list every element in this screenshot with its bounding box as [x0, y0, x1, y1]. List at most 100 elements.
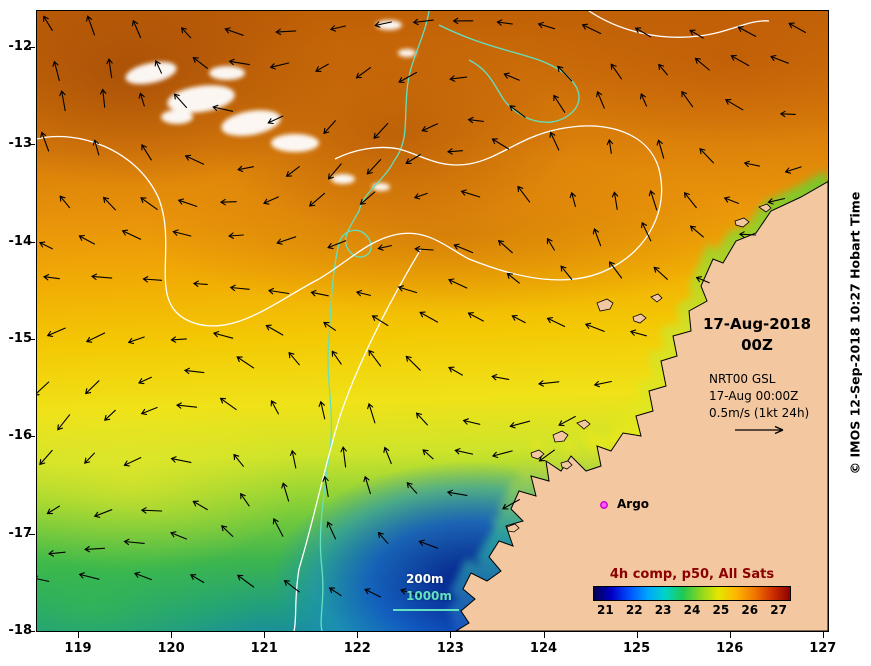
current-vector-arrow [140, 507, 163, 514]
current-vector-arrow [538, 449, 555, 462]
y-axis-tick-label: -12 [8, 39, 33, 54]
current-vector-arrow [639, 93, 648, 107]
current-vector-arrow [154, 59, 163, 74]
axis-tick-mark [543, 632, 545, 638]
axis-tick-mark [357, 632, 359, 638]
current-vector-arrow [421, 123, 439, 132]
current-vector-arrow [460, 189, 481, 198]
current-vector-arrow [236, 574, 255, 588]
axis-tick-mark [264, 632, 266, 638]
current-vector-arrow [237, 165, 255, 173]
current-vector-arrow [104, 409, 116, 421]
current-vector-arrow [78, 235, 95, 245]
current-vector-arrow [374, 21, 392, 28]
current-vector-arrow [46, 327, 66, 337]
current-vector-arrow [84, 452, 95, 464]
current-vector-arrow [228, 232, 244, 239]
current-vector-arrow [557, 65, 573, 82]
colorbar-tick: 25 [712, 603, 730, 617]
x-axis-tick-label: 123 [436, 641, 464, 656]
current-vector-arrow [233, 453, 244, 467]
current-vector-arrow [59, 195, 71, 209]
current-vector-arrow [93, 509, 113, 518]
current-vector-arrow [331, 350, 342, 365]
current-vector-arrow [511, 314, 526, 324]
current-vector-arrow [593, 380, 612, 388]
current-vector-arrow [368, 349, 382, 367]
current-vector-arrow [546, 237, 555, 251]
current-vector-arrow [39, 449, 53, 466]
current-vector-arrow [327, 240, 347, 250]
colorbar-ticks: 21 22 23 24 25 26 27 [593, 603, 791, 617]
current-vector-arrow [560, 265, 573, 280]
current-vector-arrow [658, 63, 668, 76]
current-vector-arrow [770, 54, 789, 64]
current-vector-arrow [121, 229, 142, 240]
current-vector-arrow [462, 418, 481, 425]
current-vector-arrow [212, 104, 234, 112]
current-vector-arrow [140, 197, 158, 210]
current-vector-arrow [355, 289, 371, 297]
current-vector-arrow [743, 160, 760, 168]
current-vector-arrow [419, 311, 439, 323]
x-axis-tick-label: 122 [343, 641, 371, 656]
current-vector-arrow [453, 243, 474, 254]
current-vector-arrow [184, 154, 205, 165]
current-vector-arrow [724, 99, 744, 111]
product-name-label: NRT00 GSL [709, 372, 776, 386]
current-vector-arrow [172, 229, 192, 237]
current-vector-arrow [788, 22, 807, 34]
current-vector-arrow [283, 579, 300, 593]
current-vector-arrow [84, 380, 100, 395]
current-vector-arrow [219, 397, 237, 411]
current-vector-arrow [38, 241, 53, 250]
current-vector-arrow [212, 331, 234, 339]
current-vector-arrow [592, 228, 602, 247]
current-vector-arrow [549, 131, 560, 151]
argo-marker [600, 501, 608, 509]
colorbar-tick: 22 [625, 603, 643, 617]
current-vector-arrow [123, 457, 142, 467]
current-vector-arrow [170, 456, 192, 463]
current-vector-arrow [43, 15, 53, 31]
current-vector-arrow [634, 27, 652, 38]
current-vector-arrow [503, 72, 520, 81]
current-vector-arrow [192, 56, 208, 69]
axis-tick-mark [822, 632, 824, 638]
current-vector-arrow [102, 196, 116, 211]
current-vector-arrow [269, 62, 290, 70]
y-axis-tick-label: -18 [8, 622, 33, 638]
current-vector-arrow [414, 245, 434, 253]
current-vector-arrow [367, 402, 376, 424]
current-vector-arrow [355, 67, 372, 79]
axis-tick-mark [29, 241, 35, 243]
current-vector-arrow [127, 336, 145, 345]
colorbar-legend: 4h comp, p50, All Sats 21 22 23 24 25 26… [593, 567, 791, 617]
current-vector-arrows [37, 15, 807, 598]
current-vector-arrow [610, 63, 623, 80]
current-vector-arrow [177, 198, 198, 207]
current-vector-arrow [467, 312, 484, 322]
current-vector-arrow [173, 93, 188, 109]
current-vector-arrow [57, 414, 71, 431]
axis-tick-mark [78, 632, 79, 638]
current-vector-arrow [606, 138, 614, 154]
colorbar [593, 586, 791, 601]
current-vector-arrow [40, 131, 50, 152]
current-vector-arrow [86, 15, 96, 36]
current-vector-arrow [454, 448, 474, 455]
current-vector-arrow [267, 287, 290, 295]
y-axis-tick-label: -16 [8, 428, 33, 444]
current-vector-arrow [47, 550, 66, 557]
land-polygon [455, 180, 828, 631]
current-vector-arrow [723, 196, 739, 204]
current-vector-arrow [418, 539, 439, 549]
axis-tick-mark [729, 632, 731, 638]
current-vector-arrow [569, 191, 576, 208]
current-vector-arrow [629, 329, 647, 337]
current-vector-arrow [537, 380, 560, 387]
current-vector-arrow [221, 525, 234, 537]
current-vector-arrow [192, 280, 208, 287]
current-vector-arrow [767, 197, 786, 205]
colorbar-tick: 27 [770, 603, 787, 617]
